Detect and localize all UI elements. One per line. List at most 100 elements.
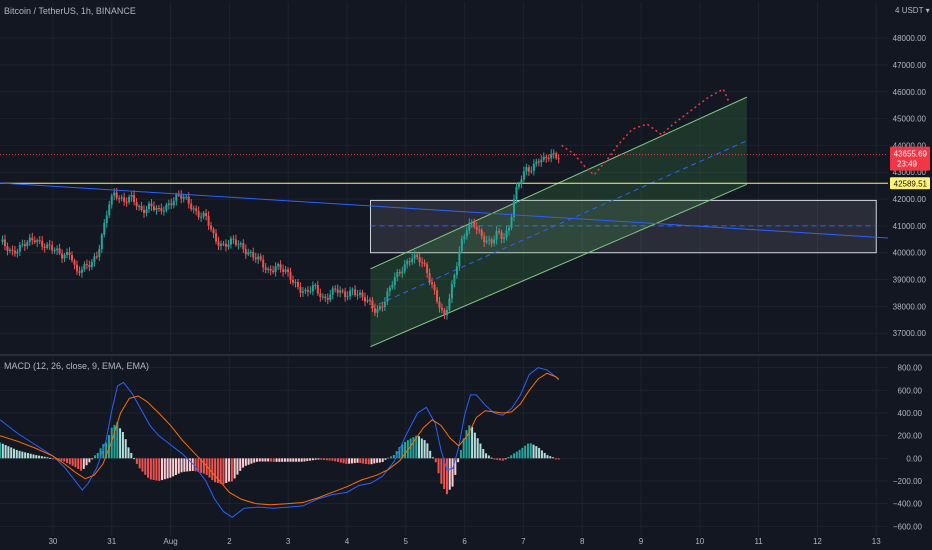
candle [510, 213, 513, 231]
histogram-bar [200, 458, 203, 473]
candle [503, 233, 506, 243]
histogram-bar [236, 458, 239, 475]
candle-body [205, 212, 208, 217]
histogram-bar [448, 458, 451, 490]
candle-body [38, 240, 41, 242]
candle-body [408, 261, 411, 263]
candle-body [257, 256, 260, 260]
candle [53, 247, 56, 254]
candle-body [66, 252, 69, 255]
hline-price-tag [890, 177, 930, 190]
candle-body [515, 187, 518, 200]
candle-body [547, 157, 550, 159]
histogram-bar [292, 458, 295, 462]
candle [38, 236, 41, 245]
histogram-bar [267, 458, 270, 462]
symbol-title[interactable]: Bitcoin / TetherUS, 1h, BINANCE [4, 6, 136, 16]
histogram-bar [485, 453, 488, 459]
candle-body [229, 238, 232, 245]
candle-body [483, 236, 486, 243]
candle [522, 166, 525, 183]
histogram-bar [479, 443, 482, 459]
candle [532, 159, 535, 176]
histogram-bar [423, 440, 426, 459]
candle [294, 279, 297, 288]
histogram-bar [471, 426, 474, 459]
candle-body [411, 258, 414, 263]
candle-body [23, 244, 26, 247]
histogram-bar [546, 455, 549, 459]
candle [364, 292, 367, 307]
time-tick-label: 3 [286, 537, 291, 546]
candle [222, 240, 225, 247]
histogram-bar [105, 442, 108, 459]
candle [272, 265, 275, 274]
currency-label[interactable]: 4 USDT ▾ [895, 6, 930, 15]
candle-body [138, 205, 141, 207]
histogram-bar [387, 457, 390, 459]
histogram-bar [434, 458, 437, 463]
candle [118, 195, 121, 204]
candle [108, 200, 111, 219]
candle-body [495, 231, 498, 240]
histogram-bar [38, 455, 41, 459]
candle [376, 304, 379, 318]
histogram-bar [518, 449, 521, 459]
time-axis: 30 31 Aug 2 3 4 5 6 7 8 9 10 11 12 13 [48, 537, 881, 546]
histogram-bar [311, 458, 314, 461]
candle-body [304, 289, 307, 292]
histogram-bar [526, 443, 529, 459]
time-tick-label: 7 [521, 537, 526, 546]
candle-body [133, 195, 136, 203]
candle [349, 286, 352, 300]
price-tick-label: 39000.00 [893, 276, 927, 285]
candle-body [120, 197, 123, 199]
histogram-bar [107, 435, 110, 459]
candle-body [406, 261, 409, 265]
candle-body [354, 289, 357, 296]
candle [212, 227, 215, 239]
candle-body [185, 196, 188, 198]
macd-title[interactable]: MACD (12, 26, close, 9, EMA, EMA) [4, 361, 150, 371]
histogram-bar [283, 458, 286, 462]
candle [274, 262, 277, 277]
histogram-bar [457, 458, 460, 463]
histogram-bar [501, 458, 504, 461]
candle [299, 282, 302, 298]
candle [125, 197, 128, 207]
histogram-bar [121, 432, 124, 459]
candle [388, 285, 391, 297]
price-projection [561, 88, 730, 176]
candle-body [239, 243, 242, 245]
candle [140, 201, 143, 212]
candle-body [301, 291, 304, 293]
candle-body [450, 283, 453, 299]
candle [463, 233, 466, 244]
histogram-bar [468, 425, 471, 459]
candle-body [167, 203, 170, 205]
candle [128, 194, 131, 205]
candle [465, 226, 468, 240]
candle [366, 295, 369, 304]
candle-body [157, 207, 160, 209]
candle-body [552, 153, 555, 155]
candle-body [475, 226, 478, 230]
candle-body [545, 156, 548, 158]
projection-path [561, 88, 730, 176]
candle-body [93, 256, 96, 262]
candle-body [51, 245, 54, 251]
candle [428, 268, 431, 286]
histogram-bar [219, 458, 222, 484]
candle [346, 291, 349, 301]
histogram-bar [144, 458, 147, 475]
candle-body [108, 204, 111, 216]
histogram-bar [348, 458, 351, 464]
candle [207, 211, 210, 230]
candle [269, 265, 272, 276]
histogram-bar [482, 448, 485, 459]
time-tick-label: 2 [227, 537, 232, 546]
candle-body [26, 242, 29, 247]
candle-body [532, 163, 535, 171]
candle-body [386, 291, 389, 302]
